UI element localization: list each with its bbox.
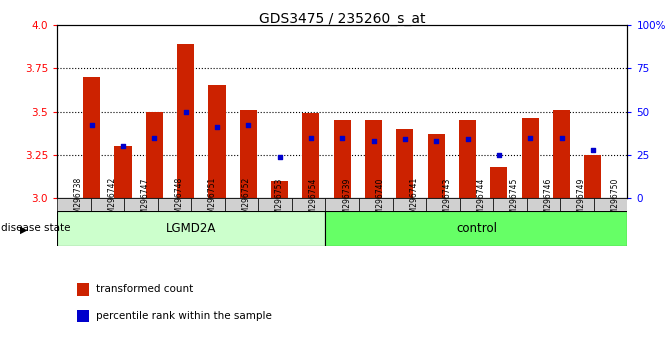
Text: transformed count: transformed count [96, 284, 193, 295]
Bar [393, 198, 426, 225]
Bar [271, 181, 288, 198]
Bar [460, 198, 493, 225]
Point [399, 136, 410, 142]
Text: GSM296746: GSM296746 [544, 177, 552, 224]
Bar [359, 198, 393, 225]
Point [462, 136, 473, 142]
Text: LGMD2A: LGMD2A [166, 222, 217, 235]
Bar [333, 120, 351, 198]
Point [211, 124, 222, 130]
Bar [459, 120, 476, 198]
Bar [91, 198, 124, 225]
Text: GSM296744: GSM296744 [476, 177, 485, 224]
Bar [77, 310, 89, 322]
Bar [240, 110, 257, 198]
Text: GSM296751: GSM296751 [208, 177, 217, 223]
Text: GSM296747: GSM296747 [141, 177, 150, 224]
Text: GSM296749: GSM296749 [577, 177, 586, 224]
Bar [527, 198, 560, 225]
Bar [302, 113, 319, 198]
Point [86, 122, 97, 128]
Text: GSM296748: GSM296748 [174, 177, 183, 223]
Text: GSM296742: GSM296742 [107, 177, 116, 223]
Point [588, 147, 599, 153]
Text: GSM296753: GSM296753 [275, 177, 284, 224]
Point [274, 154, 285, 159]
Text: GSM296750: GSM296750 [611, 177, 619, 224]
Bar [225, 198, 258, 225]
Point [493, 152, 504, 158]
Bar [426, 198, 460, 225]
Text: GSM296738: GSM296738 [74, 177, 83, 223]
Text: GSM296752: GSM296752 [242, 177, 250, 223]
Point [337, 135, 348, 140]
Text: GSM296741: GSM296741 [409, 177, 418, 223]
Point [525, 135, 535, 140]
Bar [493, 198, 527, 225]
Bar [427, 134, 445, 198]
Bar [208, 85, 225, 198]
Text: ▶: ▶ [20, 225, 28, 235]
Bar [365, 120, 382, 198]
Text: GSM296745: GSM296745 [510, 177, 519, 224]
Point [117, 143, 128, 149]
Bar [146, 112, 163, 198]
Bar [292, 198, 325, 225]
Bar [124, 198, 158, 225]
Bar [57, 211, 325, 246]
Point [243, 122, 254, 128]
Bar [258, 198, 292, 225]
Bar [114, 146, 132, 198]
Bar [191, 198, 225, 225]
Bar [553, 110, 570, 198]
Point [149, 135, 160, 140]
Bar [57, 198, 91, 225]
Bar [397, 129, 413, 198]
Bar [158, 198, 191, 225]
Bar [521, 119, 539, 198]
Bar [325, 211, 627, 246]
Bar [77, 283, 89, 296]
Point [431, 138, 442, 144]
Point [556, 135, 567, 140]
Text: GSM296743: GSM296743 [443, 177, 452, 224]
Bar [177, 44, 194, 198]
Text: GSM296740: GSM296740 [376, 177, 384, 224]
Point [305, 135, 316, 140]
Bar [560, 198, 594, 225]
Text: percentile rank within the sample: percentile rank within the sample [96, 311, 272, 321]
Point [180, 109, 191, 114]
Text: disease state: disease state [1, 223, 70, 233]
Text: GSM296739: GSM296739 [342, 177, 351, 224]
Bar [594, 198, 627, 225]
Text: GDS3475 / 235260_s_at: GDS3475 / 235260_s_at [259, 12, 425, 27]
Bar [325, 198, 359, 225]
Text: control: control [456, 222, 497, 235]
Bar [584, 155, 601, 198]
Text: GSM296754: GSM296754 [309, 177, 317, 224]
Bar [83, 77, 100, 198]
Point [368, 138, 379, 144]
Bar [491, 167, 507, 198]
